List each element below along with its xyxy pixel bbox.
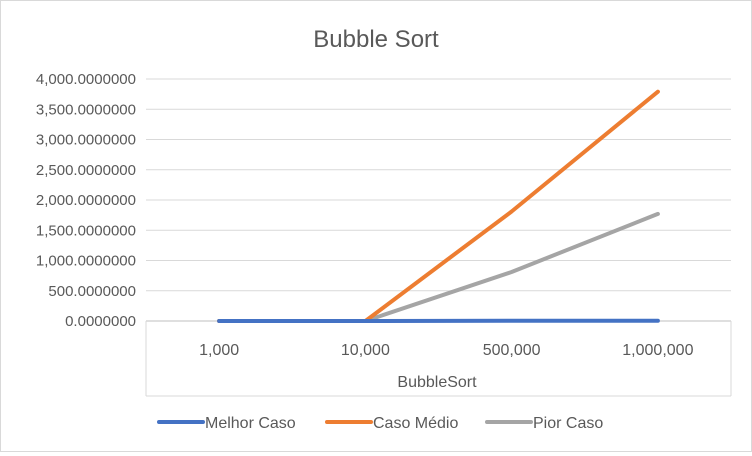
x-tick-label: 1,000 xyxy=(199,342,239,359)
legend-label: Melhor Caso xyxy=(205,415,296,432)
y-tick-label: 1,000.0000000 xyxy=(36,253,136,270)
y-axis-ticks: 0.0000000 500.0000000 1,000.0000000 1,500.0… xyxy=(36,71,136,330)
series-lines xyxy=(219,92,658,321)
y-tick-label: 2,000.0000000 xyxy=(36,192,136,209)
x-axis-ticks: 1,000 10,000 500,000 1,000,000 xyxy=(199,342,693,359)
y-tick-label: 3,000.0000000 xyxy=(36,132,136,149)
series-line xyxy=(219,92,658,321)
y-tick-label: 0.0000000 xyxy=(65,313,136,330)
legend-label: Pior Caso xyxy=(533,415,603,432)
gridlines xyxy=(146,79,731,321)
y-tick-label: 4,000.0000000 xyxy=(36,71,136,88)
y-tick-label: 500.0000000 xyxy=(48,283,136,300)
legend: Melhor Caso Caso Médio Pior Caso xyxy=(159,415,603,432)
chart-title: Bubble Sort xyxy=(313,26,439,53)
x-tick-label: 1,000,000 xyxy=(622,342,693,359)
x-axis-title: BubbleSort xyxy=(397,374,477,391)
x-tick-label: 500,000 xyxy=(483,342,541,359)
legend-label: Caso Médio xyxy=(373,415,458,432)
y-tick-label: 2,500.0000000 xyxy=(36,162,136,179)
y-tick-label: 3,500.0000000 xyxy=(36,101,136,118)
y-tick-label: 1,500.0000000 xyxy=(36,222,136,239)
x-tick-label: 10,000 xyxy=(341,342,390,359)
